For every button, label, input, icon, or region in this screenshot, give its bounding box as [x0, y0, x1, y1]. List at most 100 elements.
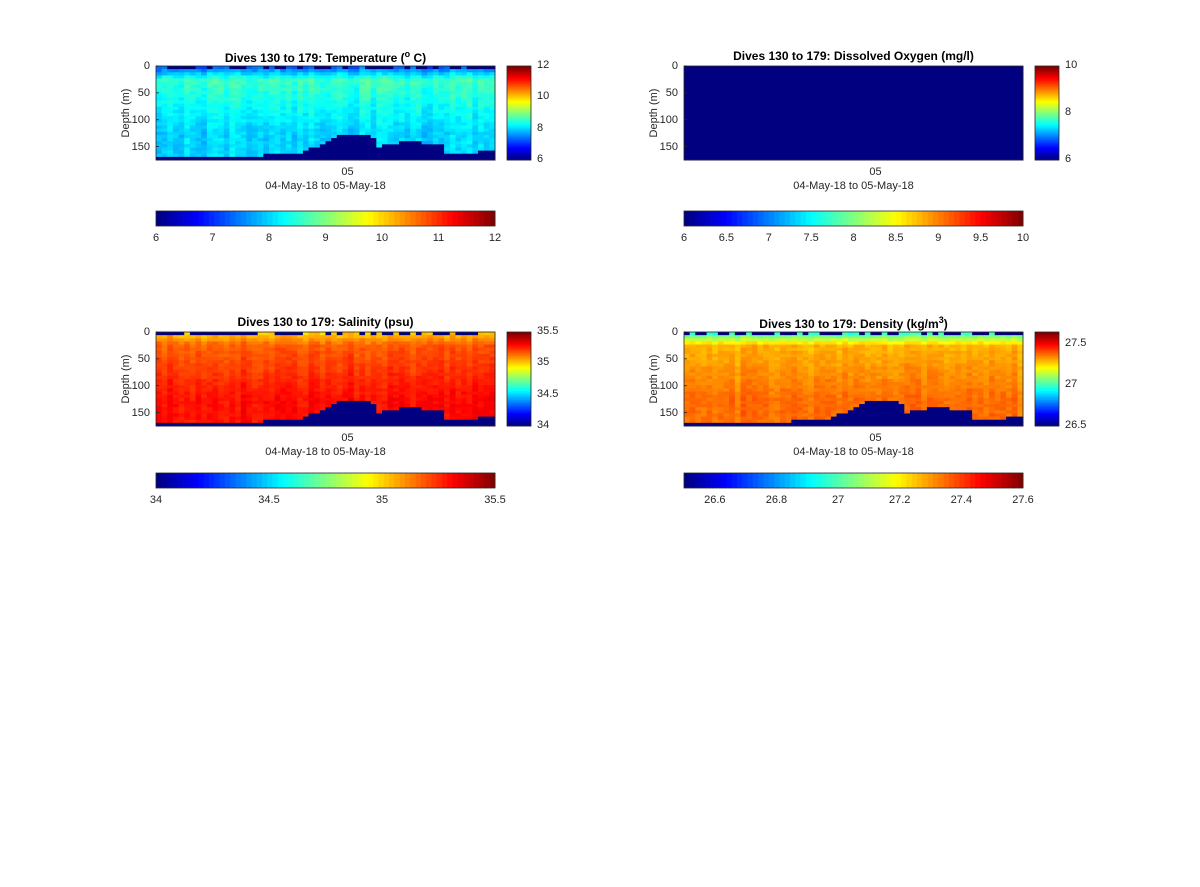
- heatmap-cell: [257, 394, 264, 399]
- heatmap-cell: [218, 69, 225, 73]
- heatmap-cell: [331, 353, 338, 358]
- heatmap-cell: [915, 138, 922, 142]
- heatmap-cell: [353, 97, 360, 101]
- heatmap-cell: [802, 69, 809, 73]
- heatmap-cell: [478, 156, 485, 161]
- heatmap-cell: [280, 360, 287, 364]
- heatmap-cell: [285, 150, 293, 155]
- heatmap-cell: [432, 125, 439, 130]
- heatmap-cell: [206, 66, 213, 70]
- heatmap-cell: [240, 84, 247, 89]
- heatmap-cell: [881, 144, 888, 148]
- heatmap-cell: [819, 91, 826, 95]
- heatmap-cell: [297, 344, 304, 349]
- heatmap-cell: [466, 153, 473, 158]
- colorbar-swatch: [1035, 98, 1059, 101]
- heatmap-cell: [427, 97, 434, 101]
- colorbar-frame: [1034, 65, 1060, 161]
- heatmap-cell: [342, 147, 349, 152]
- colorbar-swatch: [1035, 105, 1059, 108]
- heatmap-cell: [438, 72, 445, 76]
- heatmap-cell: [246, 379, 253, 383]
- heatmap-cell: [353, 385, 360, 389]
- heatmap-cell: [915, 94, 922, 98]
- heatmap-cell: [184, 122, 191, 127]
- heatmap-cell: [382, 153, 389, 158]
- heatmap-cell: [444, 116, 451, 120]
- heatmap-cell: [983, 116, 990, 120]
- heatmap-cell: [876, 141, 883, 145]
- heatmap-cell: [285, 94, 293, 98]
- heatmap-cell: [201, 91, 208, 95]
- heatmap-cell: [478, 113, 485, 117]
- heatmap-cell: [156, 134, 163, 139]
- heatmap-cell: [819, 109, 826, 114]
- heatmap-cell: [689, 66, 696, 70]
- heatmap-cell: [904, 72, 911, 76]
- heatmap-cell: [252, 153, 259, 158]
- heatmap-cell: [314, 410, 321, 414]
- heatmap-cell: [478, 141, 485, 145]
- heatmap-cell: [926, 122, 934, 127]
- heatmap-cell: [314, 138, 321, 142]
- heatmap-cell: [353, 375, 360, 380]
- heatmap-cell: [960, 147, 967, 152]
- heatmap-cell: [280, 134, 287, 139]
- heatmap-cell: [246, 84, 253, 89]
- heatmap-cell: [723, 122, 730, 127]
- heatmap-cell: [223, 338, 230, 342]
- heatmap-cell: [353, 353, 360, 358]
- heatmap-cell: [172, 66, 180, 70]
- heatmap-cell: [684, 153, 691, 158]
- heatmap-cell: [257, 385, 264, 389]
- heatmap-cell: [819, 138, 826, 142]
- heatmap-cell: [178, 78, 185, 83]
- heatmap-cell: [285, 400, 293, 405]
- heatmap-cell: [785, 81, 792, 86]
- heatmap-cell: [689, 150, 696, 155]
- heatmap-cell: [915, 91, 922, 95]
- heatmap-cell: [229, 335, 236, 339]
- heatmap-cell: [156, 116, 163, 120]
- heatmap-cell: [240, 360, 247, 364]
- heatmap-cell: [274, 344, 281, 349]
- heatmap-cell: [723, 106, 730, 111]
- heatmap-cell: [184, 332, 191, 336]
- heatmap-cell: [212, 382, 219, 386]
- heatmap-cell: [785, 94, 792, 98]
- heatmap-cell: [729, 113, 736, 117]
- heatmap-cell: [274, 413, 281, 418]
- heatmap-cell: [274, 338, 281, 342]
- heatmap-cell: [472, 84, 479, 89]
- heatmap-cell: [751, 109, 758, 114]
- heatmap-cell: [870, 147, 877, 152]
- heatmap-cell: [285, 147, 293, 152]
- heatmap-cell: [280, 357, 287, 361]
- heatmap-cell: [1006, 97, 1013, 101]
- heatmap-cell: [1017, 131, 1024, 136]
- heatmap-cell: [178, 375, 185, 380]
- heatmap-cell: [960, 125, 967, 130]
- heatmap-cell: [172, 134, 180, 139]
- colorbar-swatch: [1035, 71, 1059, 74]
- heatmap-cell: [989, 109, 996, 114]
- heatmap-cell: [297, 379, 304, 383]
- heatmap-cell: [353, 81, 360, 86]
- heatmap-cell: [229, 97, 236, 101]
- heatmap-cell: [1006, 144, 1013, 148]
- heatmap-cell: [314, 391, 321, 396]
- heatmap-cell: [932, 87, 939, 92]
- heatmap-cell: [438, 134, 445, 139]
- heatmap-cell: [184, 69, 191, 73]
- heatmap-cell: [172, 366, 180, 371]
- heatmap-cell: [382, 147, 389, 152]
- heatmap-cell: [887, 66, 894, 70]
- heatmap-cell: [802, 78, 809, 83]
- heatmap-cell: [960, 138, 967, 142]
- colorbar-swatch: [1035, 88, 1059, 90]
- heatmap-cell: [393, 94, 400, 98]
- heatmap-cell: [302, 106, 310, 111]
- heatmap-cell: [195, 388, 202, 393]
- heatmap-cell: [269, 100, 276, 105]
- colorbar-swatch: [1035, 111, 1059, 114]
